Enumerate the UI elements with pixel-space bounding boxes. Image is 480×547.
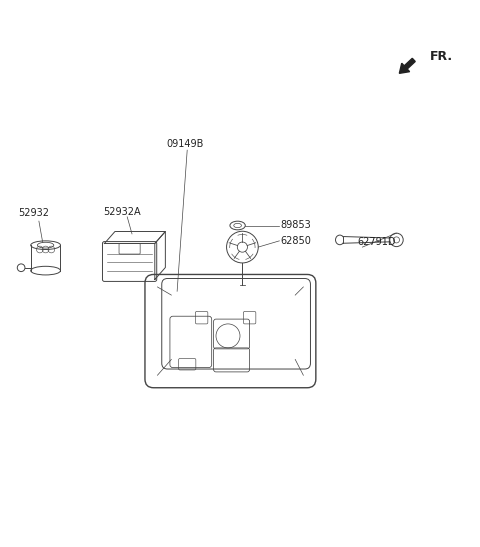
Text: 62850: 62850 [281, 236, 312, 246]
Text: 09149B: 09149B [166, 139, 204, 149]
Text: FR.: FR. [430, 50, 453, 63]
Text: 52932A: 52932A [104, 207, 141, 217]
Text: 89853: 89853 [281, 220, 312, 230]
FancyArrow shape [399, 59, 415, 73]
Text: 52932: 52932 [18, 208, 49, 218]
Text: 62791D: 62791D [358, 237, 396, 247]
